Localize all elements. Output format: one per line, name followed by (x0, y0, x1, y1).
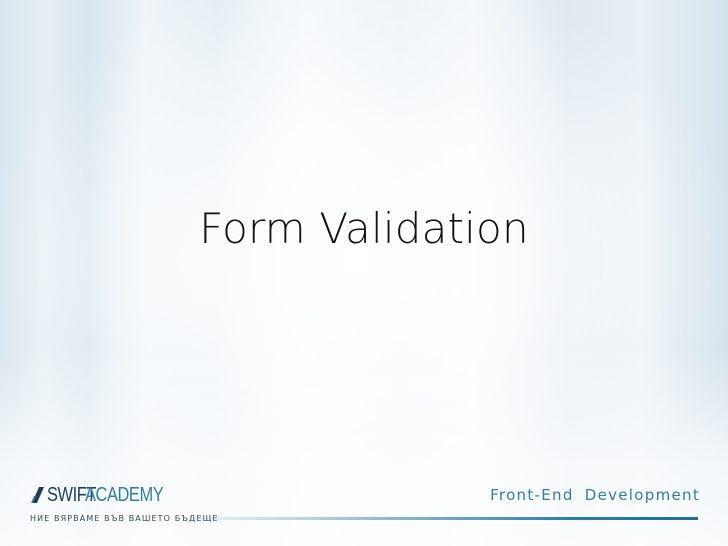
course-name: Front-End Development (490, 486, 700, 504)
footer-divider (190, 517, 698, 520)
logo-text-academy: ACADEMY (85, 484, 163, 507)
logo-wordmark: SWIFT ACADEMY (30, 484, 219, 506)
swift-academy-logo-icon (30, 486, 46, 504)
slide-title: Form Validation (0, 204, 728, 253)
